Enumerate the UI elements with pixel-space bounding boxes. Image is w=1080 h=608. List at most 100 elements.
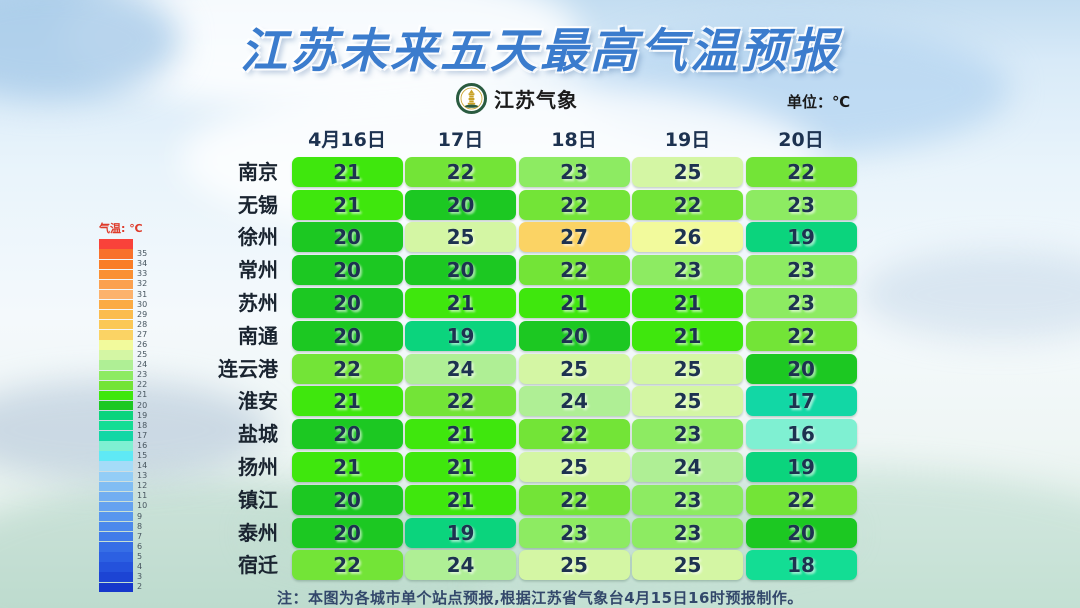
temp-cell: 21 bbox=[291, 189, 403, 220]
temp-cell: 20 bbox=[291, 320, 403, 351]
forecast-table: 4月16日 17日 18日 19日 20日 南京 21 22 23 25 22 无锡 21 20 22 22 2… bbox=[194, 128, 857, 581]
temp-cell: 20 bbox=[745, 353, 857, 384]
temp-cell: 20 bbox=[291, 517, 403, 548]
footnote: 注：本图为各城市单个站点预报,根据江苏省气象台4月15日16时预报制作。 bbox=[277, 589, 803, 607]
date-header: 18日 bbox=[551, 129, 597, 151]
legend-label: 3 bbox=[137, 572, 143, 582]
temp-cell: 23 bbox=[745, 287, 857, 318]
legend-label: 28 bbox=[137, 319, 148, 329]
agency-logo: 江苏气象 bbox=[456, 83, 578, 114]
legend-color-swatch bbox=[99, 461, 133, 471]
legend-entry: 17 bbox=[99, 431, 147, 441]
temp-cell: 22 bbox=[745, 484, 857, 515]
temp-cell: 22 bbox=[632, 189, 743, 220]
temp-cell: 27 bbox=[518, 222, 630, 253]
legend-color-swatch bbox=[99, 410, 133, 421]
temp-cell: 16 bbox=[745, 419, 857, 450]
legend-color-swatch bbox=[99, 471, 133, 481]
temp-cell: 24 bbox=[632, 451, 743, 482]
legend-color-swatch bbox=[99, 421, 133, 431]
legend-color-swatch bbox=[99, 431, 133, 441]
temp-cell: 23 bbox=[632, 255, 743, 286]
temp-cell: 25 bbox=[632, 386, 743, 417]
legend-label: 35 bbox=[137, 249, 148, 259]
legend-label: 13 bbox=[137, 471, 148, 481]
date-header: 17日 bbox=[437, 129, 484, 151]
temp-cell: 20 bbox=[291, 419, 403, 450]
legend-entry: 20 bbox=[99, 400, 147, 411]
legend-entry: 13 bbox=[99, 471, 147, 481]
legend-entry: 7 bbox=[99, 532, 147, 542]
legend-label: 17 bbox=[137, 430, 148, 440]
legend-label: 10 bbox=[137, 501, 148, 511]
legend-color-swatch bbox=[99, 340, 133, 350]
legend-entry: 33 bbox=[99, 269, 147, 280]
legend-color-swatch bbox=[99, 542, 133, 552]
legend-entry: 23 bbox=[99, 370, 147, 380]
city-label: 镇江 bbox=[238, 487, 278, 512]
temp-cell: 25 bbox=[632, 550, 743, 581]
legend-label: 2 bbox=[137, 582, 143, 592]
legend-color-swatch bbox=[99, 441, 133, 451]
temp-cell: 20 bbox=[291, 287, 403, 318]
legend-label: 22 bbox=[137, 380, 148, 390]
legend-color-swatch bbox=[99, 320, 133, 330]
legend-label: 16 bbox=[137, 440, 148, 450]
legend-label: 34 bbox=[137, 259, 148, 269]
temp-cell: 21 bbox=[291, 386, 403, 417]
temp-cell: 22 bbox=[518, 419, 630, 450]
temp-cell: 22 bbox=[745, 156, 857, 187]
temp-cell: 23 bbox=[518, 156, 630, 187]
legend-color-swatch bbox=[99, 310, 133, 320]
legend-entry: 27 bbox=[99, 330, 147, 340]
legend-color-swatch bbox=[99, 400, 133, 411]
unit-label: 单位：℃ bbox=[787, 93, 851, 111]
temp-cell: 22 bbox=[518, 255, 630, 286]
legend-entry: 31 bbox=[99, 289, 148, 300]
page-title: 江苏未来五天最高气温预报 bbox=[240, 24, 840, 79]
temp-cell: 25 bbox=[632, 156, 743, 187]
legend-entry: 11 bbox=[99, 491, 148, 502]
temp-cell: 25 bbox=[405, 222, 516, 253]
legend-entry: 22 bbox=[99, 380, 148, 391]
temp-cell: 21 bbox=[405, 287, 516, 318]
temp-cell: 22 bbox=[291, 550, 403, 581]
temp-cell: 21 bbox=[291, 451, 403, 482]
watercolor-wash-decoration bbox=[860, 250, 1080, 340]
legend-label: 6 bbox=[137, 541, 143, 551]
legend-entry: 2 bbox=[99, 582, 147, 592]
legend-label: 32 bbox=[137, 279, 148, 289]
legend-label: 18 bbox=[137, 420, 148, 430]
legend-color-swatch bbox=[99, 582, 133, 592]
city-label: 宿迁 bbox=[238, 553, 278, 578]
legend-color-swatch bbox=[99, 370, 133, 380]
temp-cell: 22 bbox=[405, 386, 516, 417]
legend-entry: 34 bbox=[99, 259, 147, 269]
legend-entry: 24 bbox=[99, 360, 147, 370]
temp-cell: 19 bbox=[745, 451, 857, 482]
temp-cell: 20 bbox=[745, 517, 857, 548]
legend-color-swatch bbox=[99, 521, 133, 532]
legend-color-swatch bbox=[99, 289, 133, 300]
legend-label: 9 bbox=[137, 511, 143, 521]
legend-color-swatch bbox=[99, 511, 133, 522]
legend-color-swatch bbox=[99, 269, 133, 280]
legend-color-swatch bbox=[99, 451, 133, 461]
legend-color-swatch bbox=[99, 360, 133, 370]
temp-cell: 23 bbox=[632, 484, 743, 515]
legend-entry: 14 bbox=[99, 461, 147, 471]
city-label: 扬州 bbox=[238, 454, 278, 479]
temp-cell: 21 bbox=[405, 451, 516, 482]
legend-color-swatch bbox=[99, 562, 133, 572]
legend-entry: 25 bbox=[99, 350, 147, 360]
temp-cell: 19 bbox=[745, 222, 857, 253]
city-label: 徐州 bbox=[238, 225, 278, 250]
legend-entry: 16 bbox=[99, 441, 147, 451]
legend-label: 11 bbox=[137, 491, 148, 501]
legend-label: 31 bbox=[137, 289, 148, 299]
date-header: 20日 bbox=[778, 129, 824, 151]
temp-cell: 24 bbox=[518, 386, 630, 417]
legend-swatch-column: 35 34 33 32 31 30 29 28 27 26 25 24 23 22 21 20 19 18 17 16… bbox=[99, 239, 147, 592]
temp-cell: 17 bbox=[745, 386, 857, 417]
